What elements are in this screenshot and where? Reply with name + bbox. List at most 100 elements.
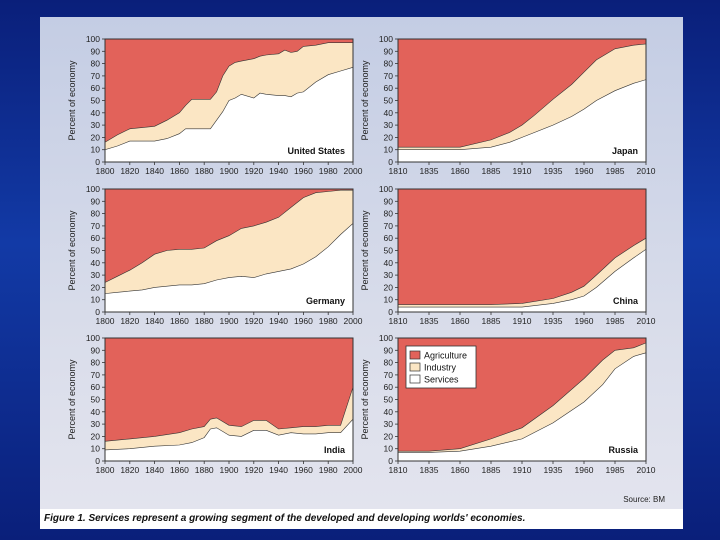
x-tick-label: 1980: [319, 166, 338, 176]
x-tick-label: 1810: [389, 166, 408, 176]
x-tick-label: 1920: [244, 166, 263, 176]
x-tick-label: 1820: [120, 166, 139, 176]
source-note: Source: BM: [623, 495, 665, 504]
y-tick-label: 30: [384, 419, 394, 429]
y-axis-label: Percent of economy: [67, 359, 77, 440]
y-tick-label: 100: [379, 333, 393, 343]
y-tick-label: 20: [384, 282, 394, 292]
y-tick-label: 20: [384, 431, 394, 441]
y-tick-label: 10: [91, 145, 101, 155]
legend-swatch-services: [409, 374, 421, 384]
country-title-india: India: [324, 445, 346, 455]
x-tick-label: 1935: [544, 166, 563, 176]
y-tick-label: 60: [384, 382, 394, 392]
y-tick-label: 90: [384, 345, 394, 355]
y-tick-label: 100: [379, 184, 393, 194]
y-tick-label: 10: [91, 295, 101, 305]
x-tick-label: 2010: [637, 465, 656, 475]
x-tick-label: 1900: [220, 465, 239, 475]
y-tick-label: 60: [384, 83, 394, 93]
x-tick-label: 1860: [170, 316, 189, 326]
y-tick-label: 50: [91, 96, 101, 106]
y-tick-label: 50: [384, 395, 394, 405]
y-tick-label: 10: [384, 444, 394, 454]
legend-label-services: Services: [424, 375, 459, 385]
country-title-russia: Russia: [608, 445, 639, 455]
x-tick-label: 2010: [637, 316, 656, 326]
x-tick-label: 1840: [145, 166, 164, 176]
x-tick-label: 1980: [319, 316, 338, 326]
y-tick-label: 80: [384, 209, 394, 219]
y-tick-label: 80: [384, 59, 394, 69]
x-tick-label: 1800: [96, 465, 115, 475]
x-tick-label: 1835: [420, 166, 439, 176]
x-tick-label: 1920: [244, 465, 263, 475]
services-area-germany: [104, 222, 354, 313]
y-tick-label: 90: [384, 46, 394, 56]
y-tick-label: 60: [91, 233, 101, 243]
y-tick-label: 80: [91, 209, 101, 219]
y-tick-label: 30: [91, 120, 101, 130]
y-tick-label: 60: [91, 382, 101, 392]
x-tick-label: 1885: [482, 465, 501, 475]
y-axis-label: Percent of economy: [360, 359, 370, 440]
x-tick-label: 1935: [544, 316, 563, 326]
y-tick-label: 70: [384, 71, 394, 81]
x-tick-label: 1885: [482, 166, 501, 176]
figure-caption: Figure 1. Services represent a growing s…: [44, 513, 526, 524]
x-tick-label: 1960: [575, 316, 594, 326]
y-tick-label: 100: [379, 34, 393, 44]
x-tick-label: 1860: [170, 465, 189, 475]
y-tick-label: 0: [95, 456, 100, 466]
x-tick-label: 1980: [319, 465, 338, 475]
x-tick-label: 1940: [269, 316, 288, 326]
y-tick-label: 50: [91, 395, 101, 405]
legend-label-industry: Industry: [424, 363, 457, 373]
y-tick-label: 0: [388, 307, 393, 317]
x-tick-label: 1880: [195, 465, 214, 475]
y-tick-label: 50: [91, 246, 101, 256]
y-tick-label: 0: [95, 307, 100, 317]
x-tick-label: 1820: [120, 465, 139, 475]
y-tick-label: 70: [384, 221, 394, 231]
y-tick-label: 40: [384, 258, 394, 268]
y-tick-label: 100: [86, 184, 100, 194]
y-axis-label: Percent of economy: [67, 210, 77, 291]
y-tick-label: 40: [91, 258, 101, 268]
y-tick-label: 100: [86, 34, 100, 44]
y-tick-label: 70: [91, 221, 101, 231]
y-tick-label: 80: [384, 358, 394, 368]
y-tick-label: 80: [91, 358, 101, 368]
services-area-russia: [397, 352, 647, 462]
x-tick-label: 1800: [96, 316, 115, 326]
y-tick-label: 30: [384, 120, 394, 130]
x-tick-label: 1835: [420, 465, 439, 475]
y-axis-label: Percent of economy: [67, 60, 77, 141]
y-tick-label: 0: [388, 157, 393, 167]
y-tick-label: 80: [91, 59, 101, 69]
legend-swatch-agriculture: [409, 350, 421, 360]
y-tick-label: 50: [384, 246, 394, 256]
y-tick-label: 30: [91, 419, 101, 429]
x-tick-label: 1940: [269, 166, 288, 176]
y-tick-label: 70: [91, 71, 101, 81]
y-tick-label: 40: [91, 108, 101, 118]
y-tick-label: 60: [384, 233, 394, 243]
x-tick-label: 1840: [145, 316, 164, 326]
x-tick-label: 1885: [482, 316, 501, 326]
slide: 0 10 20 30 40 50 60 70 80 90 100 1800 1820 1840 1860 18…: [40, 17, 683, 529]
y-tick-label: 70: [91, 370, 101, 380]
services-area-united-states: [104, 66, 354, 163]
figure-area: 0 10 20 30 40 50 60 70 80 90 100 1800 1820 1840 1860 18…: [40, 17, 683, 509]
y-tick-label: 70: [384, 370, 394, 380]
y-axis-label: Percent of economy: [360, 60, 370, 141]
y-tick-label: 90: [384, 196, 394, 206]
y-axis-label: Percent of economy: [360, 210, 370, 291]
y-tick-label: 30: [384, 270, 394, 280]
services-area-india: [104, 418, 354, 462]
x-tick-label: 1960: [294, 465, 313, 475]
x-tick-label: 1935: [544, 465, 563, 475]
x-tick-label: 1820: [120, 316, 139, 326]
x-tick-label: 1960: [294, 166, 313, 176]
y-tick-label: 10: [384, 145, 394, 155]
